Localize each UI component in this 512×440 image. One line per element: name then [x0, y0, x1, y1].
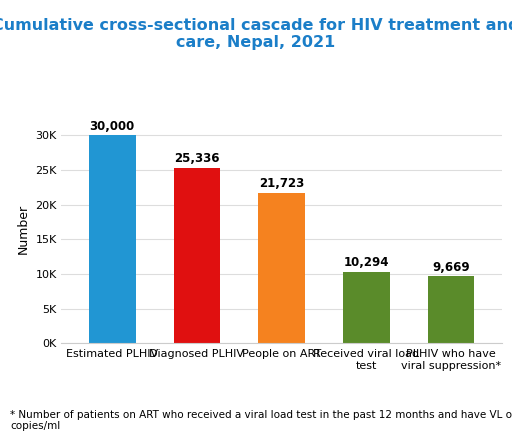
Text: 10,294: 10,294 — [344, 257, 389, 269]
Bar — [428, 276, 474, 343]
Bar — [259, 193, 305, 343]
Bar — [174, 168, 220, 343]
Text: Cumulative cross-sectional cascade for HIV treatment and
care, Nepal, 2021: Cumulative cross-sectional cascade for H… — [0, 18, 512, 50]
Bar — [343, 272, 390, 343]
Text: 21,723: 21,723 — [259, 177, 304, 190]
Y-axis label: Number: Number — [17, 204, 30, 254]
Text: 9,669: 9,669 — [432, 261, 470, 274]
Text: * Number of patients on ART who received a viral load test in the past 12 months: * Number of patients on ART who received… — [10, 410, 512, 431]
Bar — [89, 135, 136, 343]
Text: 30,000: 30,000 — [90, 120, 135, 133]
Text: 25,336: 25,336 — [174, 152, 220, 165]
